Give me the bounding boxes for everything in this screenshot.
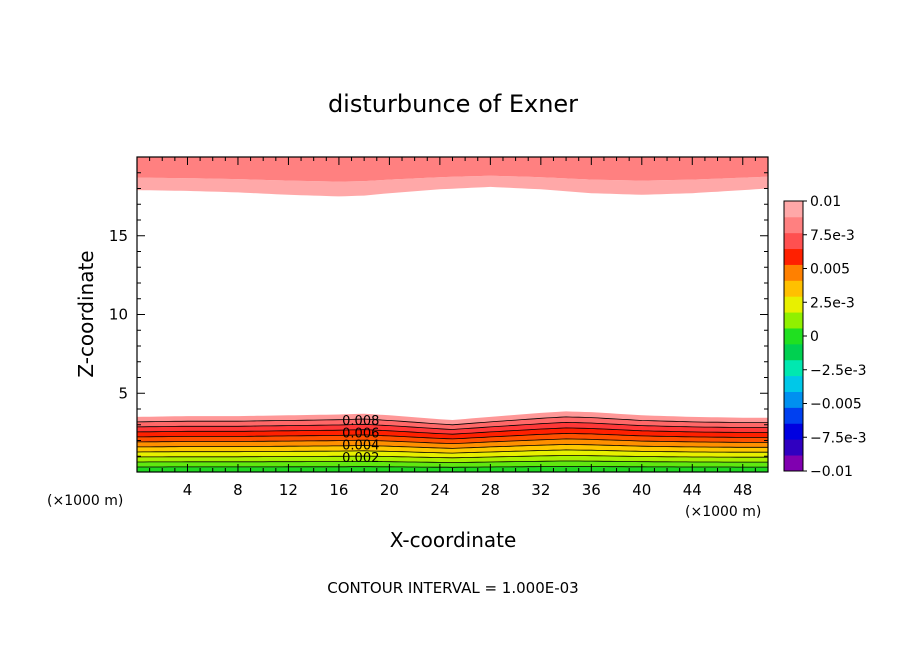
colorbar-segment (784, 201, 803, 218)
colorbar-tick-label: −0.005 (810, 397, 862, 413)
colorbar-tick-label: 0.005 (810, 262, 850, 278)
surface-band-9 (137, 416, 768, 430)
x-tick-label: 36 (582, 481, 601, 499)
colorbar: 0.01 7.5e-3 0.005 2.5e-3 0 −2.5e-3 −0.005 −7.5e… (783, 194, 867, 480)
y-tick-label: 10 (109, 306, 128, 324)
x-tick-label: 32 (531, 481, 550, 499)
contour-label: 0.006 (342, 426, 379, 441)
x-tick-label: 24 (430, 481, 449, 499)
upper-band-1 (137, 157, 768, 182)
surface-band-7 (137, 427, 768, 439)
x-tick-label: 44 (683, 481, 702, 499)
surface-band-2 (137, 455, 768, 463)
y-axis-label: Z-coordinate (74, 250, 98, 377)
contour-line-8 (136, 427, 768, 435)
x-tick-label: 12 (279, 481, 298, 499)
chart-title: disturbunce of Exner (328, 90, 578, 118)
y-axis-ticks: 5 10 15 (109, 172, 768, 457)
x-axis-label: X-coordinate (390, 528, 517, 552)
colorbar-segment (784, 423, 803, 440)
colorbar-segment (784, 264, 803, 281)
surface-band-1 (137, 461, 768, 468)
colorbar-segment (784, 343, 803, 361)
colorbar-tick-label: 0 (810, 329, 819, 345)
contour-interval-text: CONTOUR INTERVAL = 1.000E-03 (327, 579, 578, 597)
contour-line-7 (137, 432, 768, 440)
colorbar-segment (784, 296, 803, 313)
surface-band-8 (137, 422, 768, 435)
y-tick-label: 15 (109, 227, 128, 245)
contour-line-10 (136, 416, 768, 426)
upper-band-0 (137, 175, 768, 197)
colorbar-segment (784, 455, 803, 472)
contour-line-6 (137, 438, 768, 445)
x-tick-label: 20 (380, 481, 399, 499)
colorbar-segment (784, 232, 803, 250)
x-axis-ticks: 4 8 12 16 20 24 28 32 36 40 44 48 (149, 157, 756, 499)
colorbar-segment (784, 359, 803, 377)
x-tick-label: 16 (329, 481, 348, 499)
colorbar-tick-label: 7.5e-3 (810, 228, 855, 244)
contour-line-1 (137, 466, 768, 468)
colorbar-tick-label: −7.5e-3 (810, 430, 867, 446)
colorbar-segment (784, 312, 803, 329)
colorbar-segment (784, 216, 803, 234)
colorbar-segment (784, 280, 803, 297)
contour-line-2 (137, 460, 768, 464)
colorbar-tick-label: −2.5e-3 (810, 363, 867, 379)
contour-label: 0.004 (342, 439, 379, 454)
x-tick-label: 28 (481, 481, 500, 499)
x-tick-label: 4 (183, 481, 193, 499)
x-unit-left: (×1000 m) (47, 493, 123, 509)
contour-line-3 (136, 455, 768, 459)
colorbar-segment (784, 248, 803, 265)
colorbar-segment (784, 328, 803, 345)
plot-fill-layer (137, 157, 768, 472)
contour-label: 0.008 (342, 414, 379, 429)
colorbar-segment (784, 375, 803, 392)
contour-label: 0.002 (342, 451, 379, 466)
colorbar-segment (784, 407, 803, 424)
colorbar-tick-label: −0.01 (810, 464, 853, 480)
colorbar-segment (784, 439, 803, 456)
x-tick-label: 8 (233, 481, 243, 499)
contour-line-9 (136, 421, 768, 430)
y-tick-label: 5 (118, 384, 128, 402)
x-unit-right: (×1000 m) (685, 504, 761, 520)
contour-lines (136, 416, 768, 468)
colorbar-segment (784, 391, 803, 408)
surface-band-10 (137, 411, 768, 425)
x-tick-label: 48 (733, 481, 752, 499)
contour-line-5 (137, 443, 768, 449)
x-tick-label: 40 (632, 481, 651, 499)
colorbar-tick-label: 0.01 (810, 194, 841, 210)
contour-line-4 (136, 449, 768, 454)
colorbar-tick-label: 2.5e-3 (810, 295, 855, 311)
